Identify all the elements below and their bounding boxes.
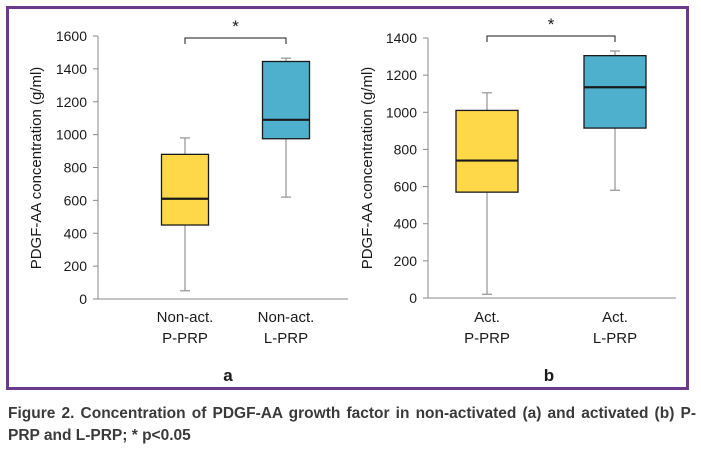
category-label: P-PRP <box>464 330 510 347</box>
box-p-prp <box>455 109 519 193</box>
y-tick-label: 1000 <box>56 127 87 143</box>
figure-caption: Figure 2. Concentration of PDGF-AA growt… <box>8 405 696 444</box>
y-axis-label: PDGF-AA concentration (g/ml) <box>359 67 376 270</box>
y-tick-label: 1200 <box>56 94 87 110</box>
panel-letter: b <box>544 366 554 385</box>
panel-letter: a <box>223 366 233 385</box>
category-label: Non-act. <box>258 309 315 326</box>
category-label: Act. <box>474 309 500 326</box>
significance-star: * <box>232 17 239 36</box>
box-l-prp <box>583 54 647 129</box>
panel-b-chart: 0 200 400 600 800 1000 1200 1400 PDGF-AA concent… <box>359 15 676 385</box>
category-label: Act. <box>602 309 628 326</box>
y-tick-label: 800 <box>64 160 88 176</box>
y-tick-label: 0 <box>409 290 417 306</box>
y-tick-label: 200 <box>394 253 418 269</box>
significance-bracket <box>486 35 616 42</box>
y-tick-label: 1600 <box>56 28 87 44</box>
box-l-prp <box>261 60 311 140</box>
y-tick-label: 400 <box>394 216 418 232</box>
box-plot-figure: 0 200 400 600 800 1000 1200 1400 1600 PDGF-AA con… <box>28 15 676 385</box>
category-label: P-PRP <box>162 330 208 347</box>
category-label: L-PRP <box>593 330 637 347</box>
panel-a-chart: 0 200 400 600 800 1000 1200 1400 1600 PDGF-AA con… <box>28 17 348 385</box>
y-tick-label: 1200 <box>386 67 417 83</box>
figure-frame <box>6 6 689 390</box>
y-tick-label: 0 <box>79 291 87 307</box>
y-tick-label: 800 <box>394 141 418 157</box>
box-p-prp <box>160 153 210 226</box>
significance-bracket <box>184 37 287 44</box>
y-tick-label: 400 <box>64 225 88 241</box>
category-label: L-PRP <box>264 330 308 347</box>
y-tick-label: 600 <box>394 179 418 195</box>
y-tick-label: 200 <box>64 258 88 274</box>
y-tick-label: 1400 <box>56 61 87 77</box>
y-tick-label: 1000 <box>386 104 417 120</box>
significance-star: * <box>548 15 555 34</box>
y-tick-label: 1400 <box>386 30 417 46</box>
category-label: Non-act. <box>157 309 214 326</box>
y-axis-label: PDGF-AA concentration (g/ml) <box>28 67 45 270</box>
y-tick-label: 600 <box>64 192 88 208</box>
